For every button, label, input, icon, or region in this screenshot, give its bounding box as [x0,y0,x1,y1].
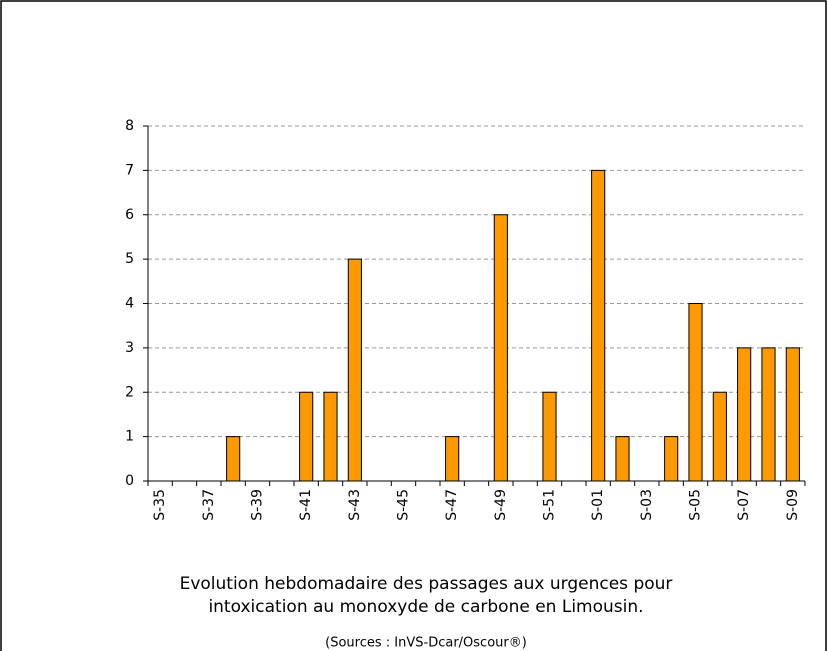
y-tick-label: 8 [125,118,134,134]
x-tick-label: S-39 [250,489,266,521]
x-tick-label: S-43 [347,489,363,521]
bar [712,391,727,482]
y-tick-label: 0 [125,473,134,489]
bar [493,214,508,482]
bar [785,347,800,482]
x-tick-label: S-07 [736,489,752,521]
bar [226,436,241,482]
x-tick-label: S-05 [688,489,704,521]
x-tick-label: S-45 [396,489,412,521]
x-tick-label: S-51 [542,489,558,521]
bar [688,303,703,482]
chart-title: intoxication au monoxyde de carbone en L… [208,597,643,617]
bar [347,258,362,482]
bar [615,436,630,482]
y-tick-label: 2 [125,384,134,400]
x-tick-label: S-01 [590,489,606,521]
bar [323,391,338,482]
bar [299,391,314,482]
bar [761,347,776,482]
bar [542,391,557,482]
x-tick-label: S-37 [201,489,217,521]
bar [445,436,460,482]
y-tick-label: 4 [125,296,134,312]
x-tick-label: S-47 [444,489,460,521]
bar [591,169,606,482]
x-tick-label: S-49 [493,489,509,521]
bar [664,436,679,482]
y-tick-label: 7 [125,162,134,178]
y-tick-label: 5 [125,251,134,267]
y-tick-label: 6 [125,207,134,223]
x-tick-label: S-35 [152,489,168,521]
bar [737,347,752,482]
x-tick-label: S-09 [785,489,801,521]
x-tick-label: S-03 [639,489,655,521]
y-tick-label: 1 [125,429,134,445]
chart-title: Evolution hebdomadaire des passages aux … [180,574,673,594]
x-tick-label: S-41 [298,489,314,521]
source: (Sources : InVS-Dcar/Oscour®) [325,636,527,651]
y-tick-label: 3 [125,340,134,356]
